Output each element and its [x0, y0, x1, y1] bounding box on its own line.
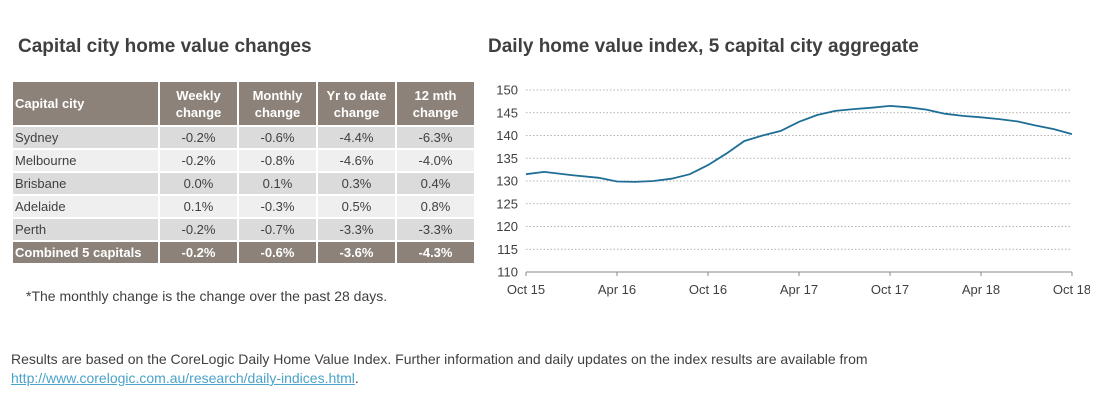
header-weekly-line1: Weekly [176, 87, 221, 103]
header-ytd-line1: Yr to date [326, 87, 387, 103]
cell-monthly: -0.8% [239, 150, 316, 171]
y-tick-label: 110 [497, 265, 518, 280]
source-trailing: . [354, 370, 359, 386]
cell-city: Sydney [13, 127, 158, 148]
header-12mth-line2: change [412, 104, 459, 120]
header-12mth-change: 12 mth change [397, 82, 474, 125]
header-monthly-line1: Monthly [252, 87, 303, 103]
header-weekly-change: Weekly change [160, 82, 237, 125]
header-monthly-change: Monthly change [239, 82, 316, 125]
chart-title: Daily home value index, 5 capital city a… [488, 36, 919, 57]
y-tick-label: 140 [496, 128, 518, 143]
x-tick-label: Oct 18 [1053, 282, 1090, 297]
cell-city: Combined 5 capitals [13, 242, 158, 263]
cell-weekly: -0.2% [160, 127, 237, 148]
table-row: Perth -0.2% -0.7% -3.3% -3.3% [13, 219, 474, 240]
table-row: Brisbane 0.0% 0.1% 0.3% 0.4% [13, 173, 474, 194]
table-total-row: Combined 5 capitals -0.2% -0.6% -3.6% -4… [13, 242, 474, 263]
source-note: Results are based on the CoreLogic Daily… [11, 350, 868, 388]
x-tick-label: Oct 17 [871, 282, 909, 297]
y-tick-label: 125 [496, 196, 518, 211]
cell-weekly: 0.1% [160, 196, 237, 217]
x-tick-label: Apr 16 [598, 282, 636, 297]
source-text: Results are based on the CoreLogic Daily… [11, 351, 868, 367]
table-row: Melbourne -0.2% -0.8% -4.6% -4.0% [13, 150, 474, 171]
table-title: Capital city home value changes [18, 36, 312, 57]
table-row: Sydney -0.2% -0.6% -4.4% -6.3% [13, 127, 474, 148]
cell-ytd: 0.5% [318, 196, 395, 217]
y-tick-label: 130 [496, 174, 518, 189]
capital-city-table: Capital city Weekly change Monthly chang… [11, 80, 476, 265]
cell-12mth: 0.8% [397, 196, 474, 217]
cell-monthly: -0.7% [239, 219, 316, 240]
cell-weekly: -0.2% [160, 219, 237, 240]
x-tick-label: Oct 15 [507, 282, 545, 297]
cell-monthly: -0.3% [239, 196, 316, 217]
cell-monthly: -0.6% [239, 127, 316, 148]
cell-city: Brisbane [13, 173, 158, 194]
cell-weekly: 0.0% [160, 173, 237, 194]
cell-monthly: -0.6% [239, 242, 316, 263]
line-chart: 110 115 120 125 130 135 140 145 150 Oct 15 Apr 16… [496, 83, 1090, 298]
cell-12mth: -6.3% [397, 127, 474, 148]
x-tick-label: Apr 17 [780, 282, 818, 297]
y-tick-label: 150 [496, 83, 518, 98]
chart-grid [526, 89, 1072, 250]
y-tick-label: 115 [497, 242, 518, 257]
y-tick-label: 135 [496, 151, 518, 166]
cell-weekly: -0.2% [160, 242, 237, 263]
y-tick-label: 145 [496, 105, 518, 120]
cell-city: Adelaide [13, 196, 158, 217]
cell-city: Melbourne [13, 150, 158, 171]
cell-city: Perth [13, 219, 158, 240]
cell-12mth: -4.3% [397, 242, 474, 263]
cell-weekly: -0.2% [160, 150, 237, 171]
cell-ytd: -3.3% [318, 219, 395, 240]
cell-12mth: 0.4% [397, 173, 474, 194]
x-tick-label: Oct 16 [689, 282, 727, 297]
table-footnote: *The monthly change is the change over t… [26, 288, 388, 304]
header-monthly-line2: change [254, 104, 301, 120]
header-ytd-line2: change [333, 104, 380, 120]
cell-12mth: -3.3% [397, 219, 474, 240]
series-line [525, 104, 1073, 183]
x-tick-label: Apr 18 [962, 282, 1000, 297]
cell-monthly: 0.1% [239, 173, 316, 194]
y-axis: 110 115 120 125 130 135 140 145 150 [496, 83, 518, 280]
x-axis: Oct 15 Apr 16 Oct 16 Apr 17 Oct 17 Apr 18 Oct … [507, 271, 1090, 297]
table-row: Adelaide 0.1% -0.3% 0.5% 0.8% [13, 196, 474, 217]
header-weekly-line2: change [175, 104, 222, 120]
table-header-row: Capital city Weekly change Monthly chang… [13, 82, 474, 125]
header-ytd-change: Yr to date change [318, 82, 395, 125]
header-capital-city: Capital city [13, 82, 158, 125]
cell-ytd: 0.3% [318, 173, 395, 194]
cell-ytd: -4.4% [318, 127, 395, 148]
cell-ytd: -3.6% [318, 242, 395, 263]
cell-ytd: -4.6% [318, 150, 395, 171]
source-link[interactable]: http://www.corelogic.com.au/research/dai… [11, 370, 355, 386]
y-tick-label: 120 [496, 219, 518, 234]
cell-12mth: -4.0% [397, 150, 474, 171]
header-12mth-line1: 12 mth [414, 87, 457, 103]
